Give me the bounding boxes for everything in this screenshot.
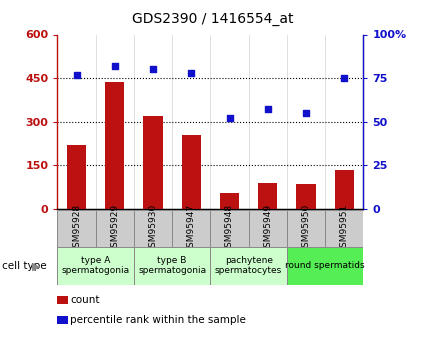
Text: type A
spermatogonia: type A spermatogonia <box>62 256 130 275</box>
Bar <box>67 145 86 209</box>
Text: GSM95929: GSM95929 <box>110 204 119 253</box>
Point <box>341 75 348 81</box>
Text: GSM95928: GSM95928 <box>72 204 81 253</box>
Point <box>150 67 156 72</box>
Point <box>111 63 118 69</box>
Bar <box>143 116 162 209</box>
Text: pachytene
spermatocytes: pachytene spermatocytes <box>215 256 282 275</box>
Text: round spermatids: round spermatids <box>285 261 365 270</box>
Bar <box>134 210 172 247</box>
Bar <box>210 247 287 285</box>
Bar <box>210 210 249 247</box>
Text: GSM95950: GSM95950 <box>301 204 311 253</box>
Point <box>188 70 195 76</box>
Text: GSM95951: GSM95951 <box>340 204 349 253</box>
Text: GSM95949: GSM95949 <box>263 204 272 253</box>
Bar <box>287 247 363 285</box>
Point <box>303 110 309 116</box>
Text: count: count <box>70 295 99 305</box>
Bar <box>296 184 315 209</box>
Text: percentile rank within the sample: percentile rank within the sample <box>70 315 246 325</box>
Text: ▶: ▶ <box>32 262 40 272</box>
Bar <box>105 82 124 209</box>
Bar <box>258 183 277 209</box>
Text: GSM95947: GSM95947 <box>187 204 196 253</box>
Text: GSM95930: GSM95930 <box>148 204 158 253</box>
Bar <box>181 135 201 209</box>
Point <box>264 107 271 112</box>
Bar <box>96 210 134 247</box>
Text: type B
spermatogonia: type B spermatogonia <box>138 256 206 275</box>
Bar <box>335 169 354 209</box>
Bar <box>172 210 210 247</box>
Bar <box>57 247 134 285</box>
Bar <box>249 210 287 247</box>
Text: GSM95948: GSM95948 <box>225 204 234 253</box>
Bar <box>134 247 210 285</box>
Bar <box>220 193 239 209</box>
Point <box>226 115 233 121</box>
Bar <box>325 210 363 247</box>
Text: cell type: cell type <box>2 262 47 271</box>
Text: GDS2390 / 1416554_at: GDS2390 / 1416554_at <box>132 12 293 26</box>
Point <box>73 72 80 77</box>
Bar <box>287 210 325 247</box>
Bar <box>57 210 96 247</box>
